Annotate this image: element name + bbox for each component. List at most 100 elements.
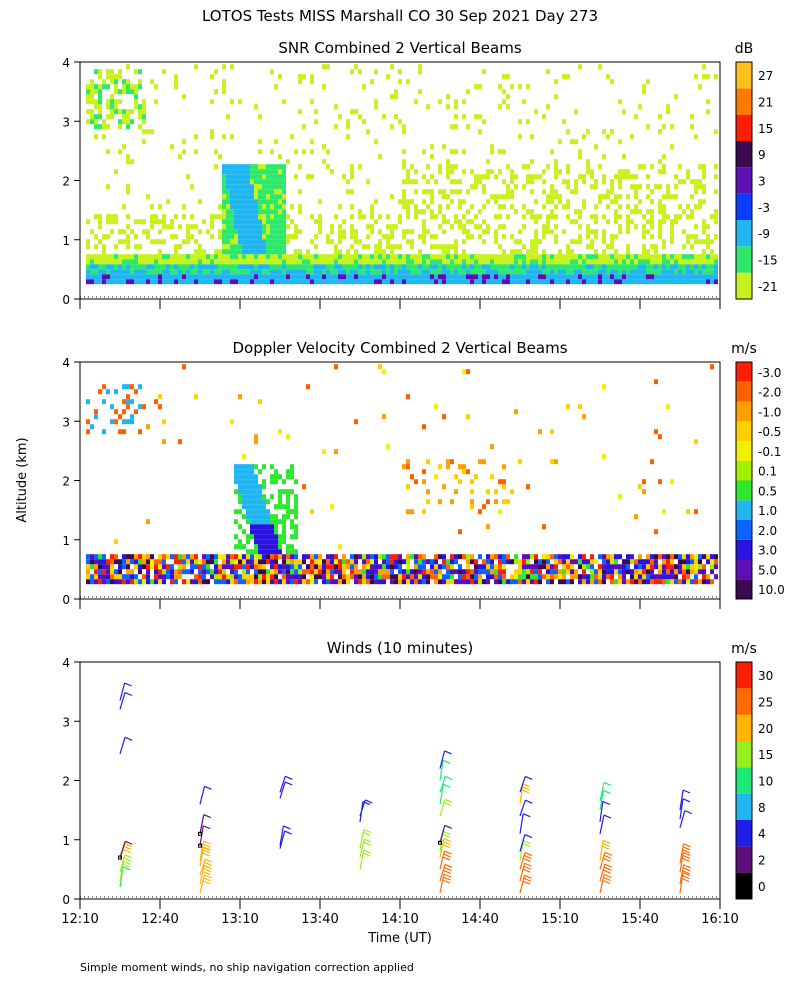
snr-cell xyxy=(234,264,238,270)
snr-cell xyxy=(230,174,234,180)
snr-cell xyxy=(270,149,274,155)
snr-cell xyxy=(254,219,258,225)
snr-cell xyxy=(510,249,514,255)
snr-cell xyxy=(426,274,430,280)
doppler-cell xyxy=(250,529,254,535)
doppler-cell xyxy=(382,564,386,570)
doppler-cell xyxy=(150,554,154,560)
snr-cell xyxy=(478,174,482,180)
snr-cell xyxy=(702,239,706,245)
snr-cell xyxy=(346,279,350,285)
snr-cell xyxy=(514,174,518,180)
doppler-cell xyxy=(282,519,286,525)
snr-cell xyxy=(298,259,302,265)
snr-cell xyxy=(246,229,250,235)
snr-cell xyxy=(98,264,102,270)
snr-cell xyxy=(522,204,526,210)
snr-cell xyxy=(150,219,154,225)
doppler-cell xyxy=(262,524,266,530)
snr-cell xyxy=(518,269,522,275)
wind-barb-flag xyxy=(601,845,610,850)
snr-cell xyxy=(702,269,706,275)
doppler-cell xyxy=(414,569,418,575)
snr-cell xyxy=(662,239,666,245)
doppler-cell xyxy=(690,564,694,570)
snr-cell xyxy=(222,219,226,225)
doppler-cell xyxy=(390,559,394,565)
snr-cell xyxy=(262,169,266,175)
doppler-cell xyxy=(550,564,554,570)
doppler-cell xyxy=(458,554,462,560)
snr-cell xyxy=(410,239,414,245)
snr-cell xyxy=(350,244,354,250)
snr-cell xyxy=(570,239,574,245)
doppler-cell xyxy=(138,384,142,390)
wind-barb-flag xyxy=(603,854,612,859)
snr-cell xyxy=(586,264,590,270)
doppler-cell xyxy=(118,569,122,575)
snr-cell xyxy=(538,214,542,220)
snr-cell xyxy=(386,244,390,250)
wind-barb-staff xyxy=(599,840,604,861)
snr-cell xyxy=(610,244,614,250)
snr-cell xyxy=(714,234,718,240)
snr-cell xyxy=(98,114,102,120)
snr-cell xyxy=(206,229,210,235)
doppler-cell xyxy=(194,394,198,400)
snr-cell xyxy=(510,169,514,175)
snr-cell xyxy=(454,269,458,275)
doppler-cell xyxy=(206,564,210,570)
snr-cell xyxy=(114,254,118,260)
doppler-cell xyxy=(254,494,258,500)
snr-cell xyxy=(666,214,670,220)
snr-cell xyxy=(258,139,262,145)
wind-barb-flag xyxy=(522,786,530,791)
snr-cell xyxy=(258,204,262,210)
doppler-cell xyxy=(90,554,94,560)
snr-cell xyxy=(274,269,278,275)
snr-cell xyxy=(522,279,526,285)
snr-cell xyxy=(486,199,490,205)
snr-cell xyxy=(246,164,250,170)
y-tick-label: 1 xyxy=(62,834,70,848)
snr-cell xyxy=(102,119,106,125)
doppler-cell xyxy=(222,579,226,585)
snr-cell xyxy=(90,79,94,85)
snr-cell xyxy=(222,194,226,200)
doppler-cell xyxy=(102,569,106,575)
doppler-cell xyxy=(658,479,662,485)
snr-cell xyxy=(402,234,406,240)
doppler-cell xyxy=(270,579,274,585)
doppler-cell xyxy=(234,464,238,470)
snr-cell xyxy=(678,274,682,280)
snr-cell xyxy=(518,84,522,90)
snr-cell xyxy=(406,259,410,265)
snr-cell xyxy=(166,274,170,280)
snr-cell xyxy=(438,244,442,250)
snr-cell xyxy=(658,224,662,230)
doppler-cell xyxy=(178,559,182,565)
snr-cell xyxy=(150,269,154,275)
snr-cell xyxy=(354,269,358,275)
colorbar-label: -0.1 xyxy=(758,445,781,459)
snr-cell xyxy=(258,234,262,240)
snr-cell xyxy=(610,184,614,190)
snr-cell xyxy=(502,89,506,95)
wind-barb-staff xyxy=(279,776,286,793)
snr-cell xyxy=(686,239,690,245)
wind-barb-staff xyxy=(439,799,446,817)
wind-barb-flag xyxy=(442,759,451,764)
doppler-cell xyxy=(254,574,258,580)
snr-cell xyxy=(242,164,246,170)
doppler-cell xyxy=(658,569,662,575)
snr-cell xyxy=(686,204,690,210)
doppler-cell xyxy=(666,574,670,580)
snr-cell xyxy=(422,224,426,230)
wind-barb-staff xyxy=(599,874,605,894)
snr-cell xyxy=(450,274,454,280)
snr-cell xyxy=(530,249,534,255)
doppler-cell xyxy=(286,469,290,475)
doppler-cell xyxy=(326,559,330,565)
snr-cell xyxy=(270,244,274,250)
